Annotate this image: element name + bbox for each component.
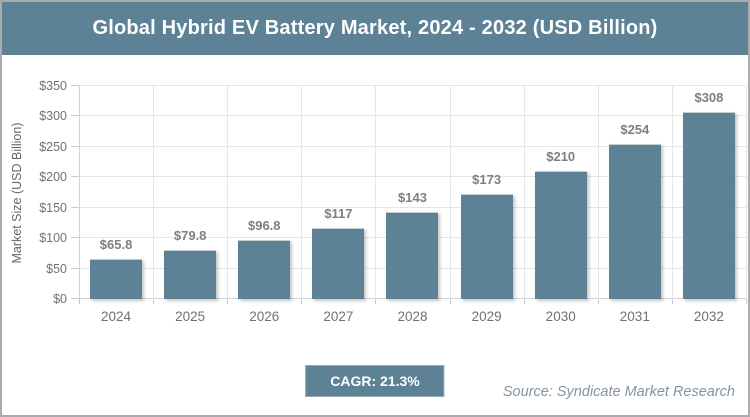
y-axis-tick xyxy=(71,206,79,208)
y-axis-tick xyxy=(71,115,79,117)
gridline-vertical xyxy=(523,86,525,299)
bar-value-label: $254 xyxy=(620,122,650,138)
y-tick-label: $100 xyxy=(39,231,67,246)
bar xyxy=(312,227,365,299)
gridline-horizontal xyxy=(79,145,746,147)
x-tick-label: 2025 xyxy=(175,309,206,324)
bar-value-label: $173 xyxy=(472,171,502,187)
y-tick-label: $150 xyxy=(39,200,67,215)
bar xyxy=(608,144,661,299)
bar-column: $210 2030 xyxy=(524,86,598,324)
x-tick-label: 2029 xyxy=(471,309,502,324)
bar xyxy=(90,258,143,299)
y-tick-label: $250 xyxy=(39,139,67,154)
gridline-vertical xyxy=(227,86,229,299)
x-tick-label: 2028 xyxy=(397,309,428,324)
bar-column: $143 2028 xyxy=(375,86,449,324)
x-tick-label: 2031 xyxy=(619,309,650,324)
y-tick-label: $300 xyxy=(39,109,67,124)
source-credit: Source: Syndicate Market Research xyxy=(502,384,735,400)
bar-value-label: $79.8 xyxy=(173,228,207,244)
chart-title-bar: Global Hybrid EV Battery Market, 2024 - … xyxy=(2,2,748,55)
bar-column: $254 2031 xyxy=(598,86,672,324)
gridline-vertical xyxy=(746,86,747,299)
bar-value-label: $308 xyxy=(694,89,724,105)
x-axis-tick xyxy=(746,299,747,304)
x-axis-tick xyxy=(79,299,80,304)
gridline-vertical xyxy=(671,86,673,299)
bar-column: $173 2029 xyxy=(450,86,524,324)
x-axis-tick xyxy=(523,299,525,304)
x-axis-tick xyxy=(301,299,303,304)
bar-value-label: $210 xyxy=(546,149,576,165)
x-axis-tick xyxy=(375,299,377,304)
y-tick-label: $50 xyxy=(46,261,67,276)
bar-column: $96.8 2026 xyxy=(227,86,301,324)
bar xyxy=(682,111,735,299)
y-axis-tick xyxy=(71,267,79,269)
bar-value-label: $117 xyxy=(324,205,353,221)
bar xyxy=(238,240,291,299)
chart-title: Global Hybrid EV Battery Market, 2024 - … xyxy=(92,17,658,39)
y-tick-label: $0 xyxy=(53,292,67,306)
x-axis-tick xyxy=(227,299,229,304)
y-axis-title: Market Size (USD Billion) xyxy=(10,122,24,264)
x-axis-tick xyxy=(597,299,599,304)
gridline-vertical xyxy=(597,86,599,299)
x-axis-tick xyxy=(449,299,451,304)
cagr-badge: CAGR: 21.3% xyxy=(305,365,445,397)
bar-column: $117 2027 xyxy=(301,86,375,324)
gridline-vertical xyxy=(301,86,303,299)
gridline-horizontal xyxy=(79,85,746,86)
gridline-vertical xyxy=(79,86,80,299)
y-axis-tick xyxy=(71,298,79,299)
bar-value-label: $96.8 xyxy=(247,218,281,234)
gridline-vertical xyxy=(449,86,451,299)
x-tick-label: 2027 xyxy=(323,309,354,324)
x-tick-label: 2030 xyxy=(545,309,576,324)
bar xyxy=(534,171,587,299)
x-axis-tick xyxy=(153,299,155,304)
bar-value-label: $143 xyxy=(398,189,427,205)
gridline-horizontal xyxy=(79,115,746,117)
x-axis-tick xyxy=(671,299,673,304)
gridline-horizontal xyxy=(79,206,746,208)
x-tick-label: 2032 xyxy=(693,309,724,324)
x-tick-label: 2024 xyxy=(101,309,132,324)
bar xyxy=(386,211,439,299)
bar-value-label: $65.8 xyxy=(99,236,133,252)
bar-column: $308 2032 xyxy=(672,86,746,324)
y-axis-tick xyxy=(71,145,79,147)
y-axis-tick xyxy=(71,237,79,239)
gridline-vertical xyxy=(375,86,377,299)
y-tick-label: $200 xyxy=(39,170,67,185)
bar-column: $65.8 2024 xyxy=(79,86,153,324)
bar xyxy=(460,193,513,299)
bar-column: $79.8 2025 xyxy=(153,86,227,324)
gridline-vertical xyxy=(153,86,155,299)
plot-area: $0 $50 $100 $150 $200 $250 $300 $350 $65.8 2024 $7… xyxy=(39,79,747,324)
bar xyxy=(164,250,217,299)
y-axis-tick xyxy=(71,85,79,86)
gridline-horizontal xyxy=(79,176,746,178)
y-axis-tick xyxy=(71,176,79,178)
y-tick-label: $350 xyxy=(39,79,67,93)
x-tick-label: 2026 xyxy=(249,309,280,324)
